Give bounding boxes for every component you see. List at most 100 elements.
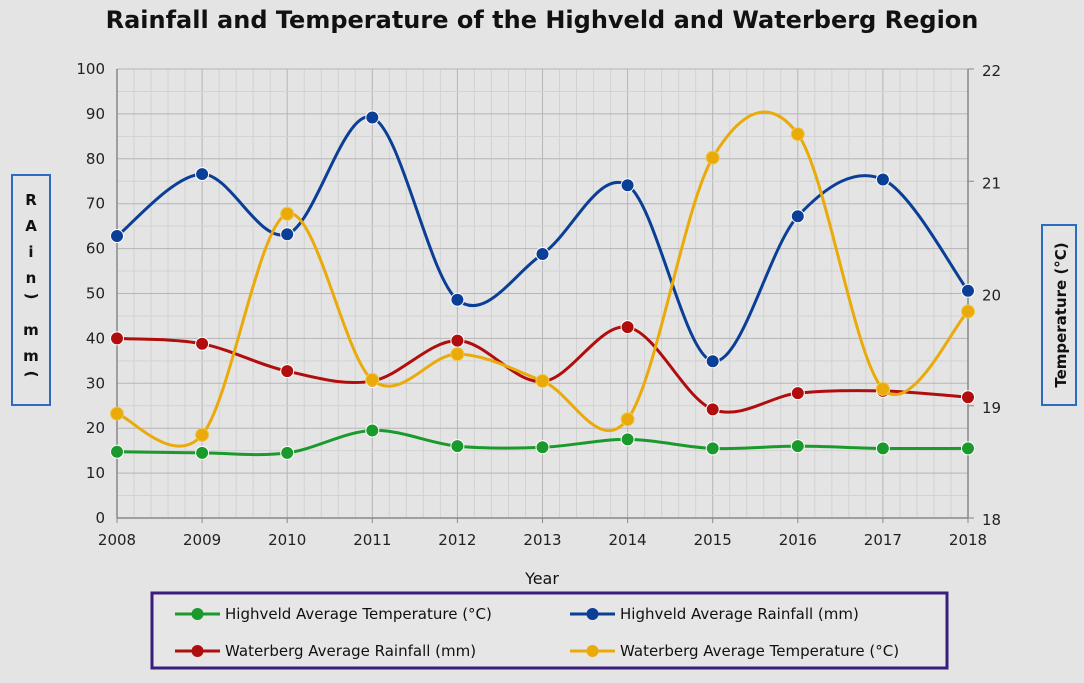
data-point [961, 304, 975, 319]
left-axis-title-char: m [23, 321, 39, 339]
data-point [535, 374, 550, 389]
left-tick-label: 30 [86, 374, 105, 392]
x-tick-label: 2008 [98, 531, 136, 549]
data-point [450, 292, 465, 307]
data-point [110, 229, 124, 244]
left-tick-label: 20 [86, 419, 105, 437]
data-point [790, 439, 805, 454]
data-point [280, 206, 295, 221]
legend-item-waterberg-average-rainfall: Waterberg Average Rainfall (mm) [175, 642, 476, 660]
right-tick-label: 20 [982, 287, 1001, 305]
legend: Highveld Average Temperature (°C) Highvel… [150, 591, 949, 670]
right-tick-label: 21 [982, 174, 1001, 192]
x-tick-label: 2009 [183, 531, 221, 549]
data-point [705, 402, 720, 417]
x-tick-label: 2013 [523, 531, 561, 549]
legend-box [150, 591, 949, 670]
data-point [620, 412, 635, 427]
right-axis-title: Temperature (°C) [1052, 242, 1070, 387]
legend-dot-marker [586, 645, 599, 657]
data-point [365, 372, 380, 387]
left-tick-label: 100 [76, 60, 105, 78]
series-layer [110, 110, 975, 460]
left-axis-title-char: ( [22, 293, 40, 300]
data-point [195, 167, 210, 182]
x-axis-label: Year [524, 569, 559, 588]
left-tick-label: 70 [86, 195, 105, 213]
data-point [280, 445, 295, 460]
data-point [535, 440, 550, 455]
data-point [450, 333, 465, 348]
left-tick-label: 50 [86, 285, 105, 303]
x-tick-label: 2018 [949, 531, 987, 549]
data-point [875, 172, 890, 187]
chart-title: Rainfall and Temperature of the Highveld… [106, 6, 979, 34]
left-tick-label: 10 [86, 464, 105, 482]
legend-label: Waterberg Average Temperature (°C) [620, 642, 899, 660]
x-tick-label: 2012 [438, 531, 476, 549]
data-point [195, 336, 210, 351]
series-waterberg-average-temperature [110, 110, 975, 448]
left-axis-title-char: m [23, 347, 39, 365]
series-highveld-average-temperature [110, 423, 975, 460]
series-line [116, 110, 970, 448]
right-tick-label: 19 [982, 399, 1001, 417]
data-point [790, 209, 805, 224]
left-axis-title-char: ) [22, 371, 40, 378]
right-axis-label-box [1041, 224, 1077, 406]
data-point [280, 227, 295, 242]
data-point [110, 406, 124, 421]
legend-label: Highveld Average Rainfall (mm) [620, 605, 859, 623]
x-tick-label: 2016 [779, 531, 817, 549]
data-point [705, 150, 720, 165]
left-tick-label: 60 [86, 240, 105, 258]
legend-label: Highveld Average Temperature (°C) [225, 605, 492, 623]
left-tick-label: 90 [86, 105, 105, 123]
legend-dot-marker [586, 608, 599, 620]
data-point [365, 110, 380, 125]
legend-item-highveld-average-temperature: Highveld Average Temperature (°C) [175, 605, 492, 623]
data-point [961, 283, 975, 298]
left-axis-label-box [11, 174, 51, 406]
data-point [280, 364, 295, 379]
data-point [195, 445, 210, 460]
data-point [620, 432, 635, 447]
data-point [195, 427, 210, 442]
left-axis-title-char: i [28, 243, 33, 261]
left-tick-label: 0 [95, 509, 105, 527]
data-point [705, 354, 720, 369]
data-point [705, 441, 720, 456]
left-axis-title-char: A [25, 217, 37, 235]
x-tick-label: 2010 [268, 531, 306, 549]
data-point [620, 178, 635, 193]
right-tick-label: 18 [982, 511, 1001, 529]
series-highveld-average-rainfall [110, 110, 975, 369]
right-axis-label: Temperature (°C) [1041, 224, 1077, 406]
data-point [450, 347, 465, 362]
data-point [450, 439, 465, 454]
x-tick-label: 2015 [694, 531, 732, 549]
right-tick-label: 22 [982, 62, 1001, 80]
left-tick-label: 40 [86, 329, 105, 347]
left-axis-title-char: n [26, 269, 37, 287]
data-point [790, 127, 805, 142]
x-tick-label: 2017 [864, 531, 902, 549]
data-point [365, 423, 380, 438]
data-point [620, 320, 635, 335]
data-point [110, 444, 124, 459]
legend-item-highveld-average-rainfall: Highveld Average Rainfall (mm) [570, 605, 859, 623]
left-tick-label: 80 [86, 150, 105, 168]
legend-label: Waterberg Average Rainfall (mm) [225, 642, 476, 660]
data-point [110, 331, 124, 346]
data-point [875, 441, 890, 456]
data-point [790, 386, 805, 401]
x-tick-label: 2014 [609, 531, 647, 549]
left-axis-title-char: R [25, 191, 37, 209]
data-point [875, 381, 890, 396]
legend-dot-marker [191, 608, 204, 620]
data-point [535, 246, 550, 261]
data-point [961, 441, 975, 456]
legend-dot-marker [191, 645, 204, 657]
